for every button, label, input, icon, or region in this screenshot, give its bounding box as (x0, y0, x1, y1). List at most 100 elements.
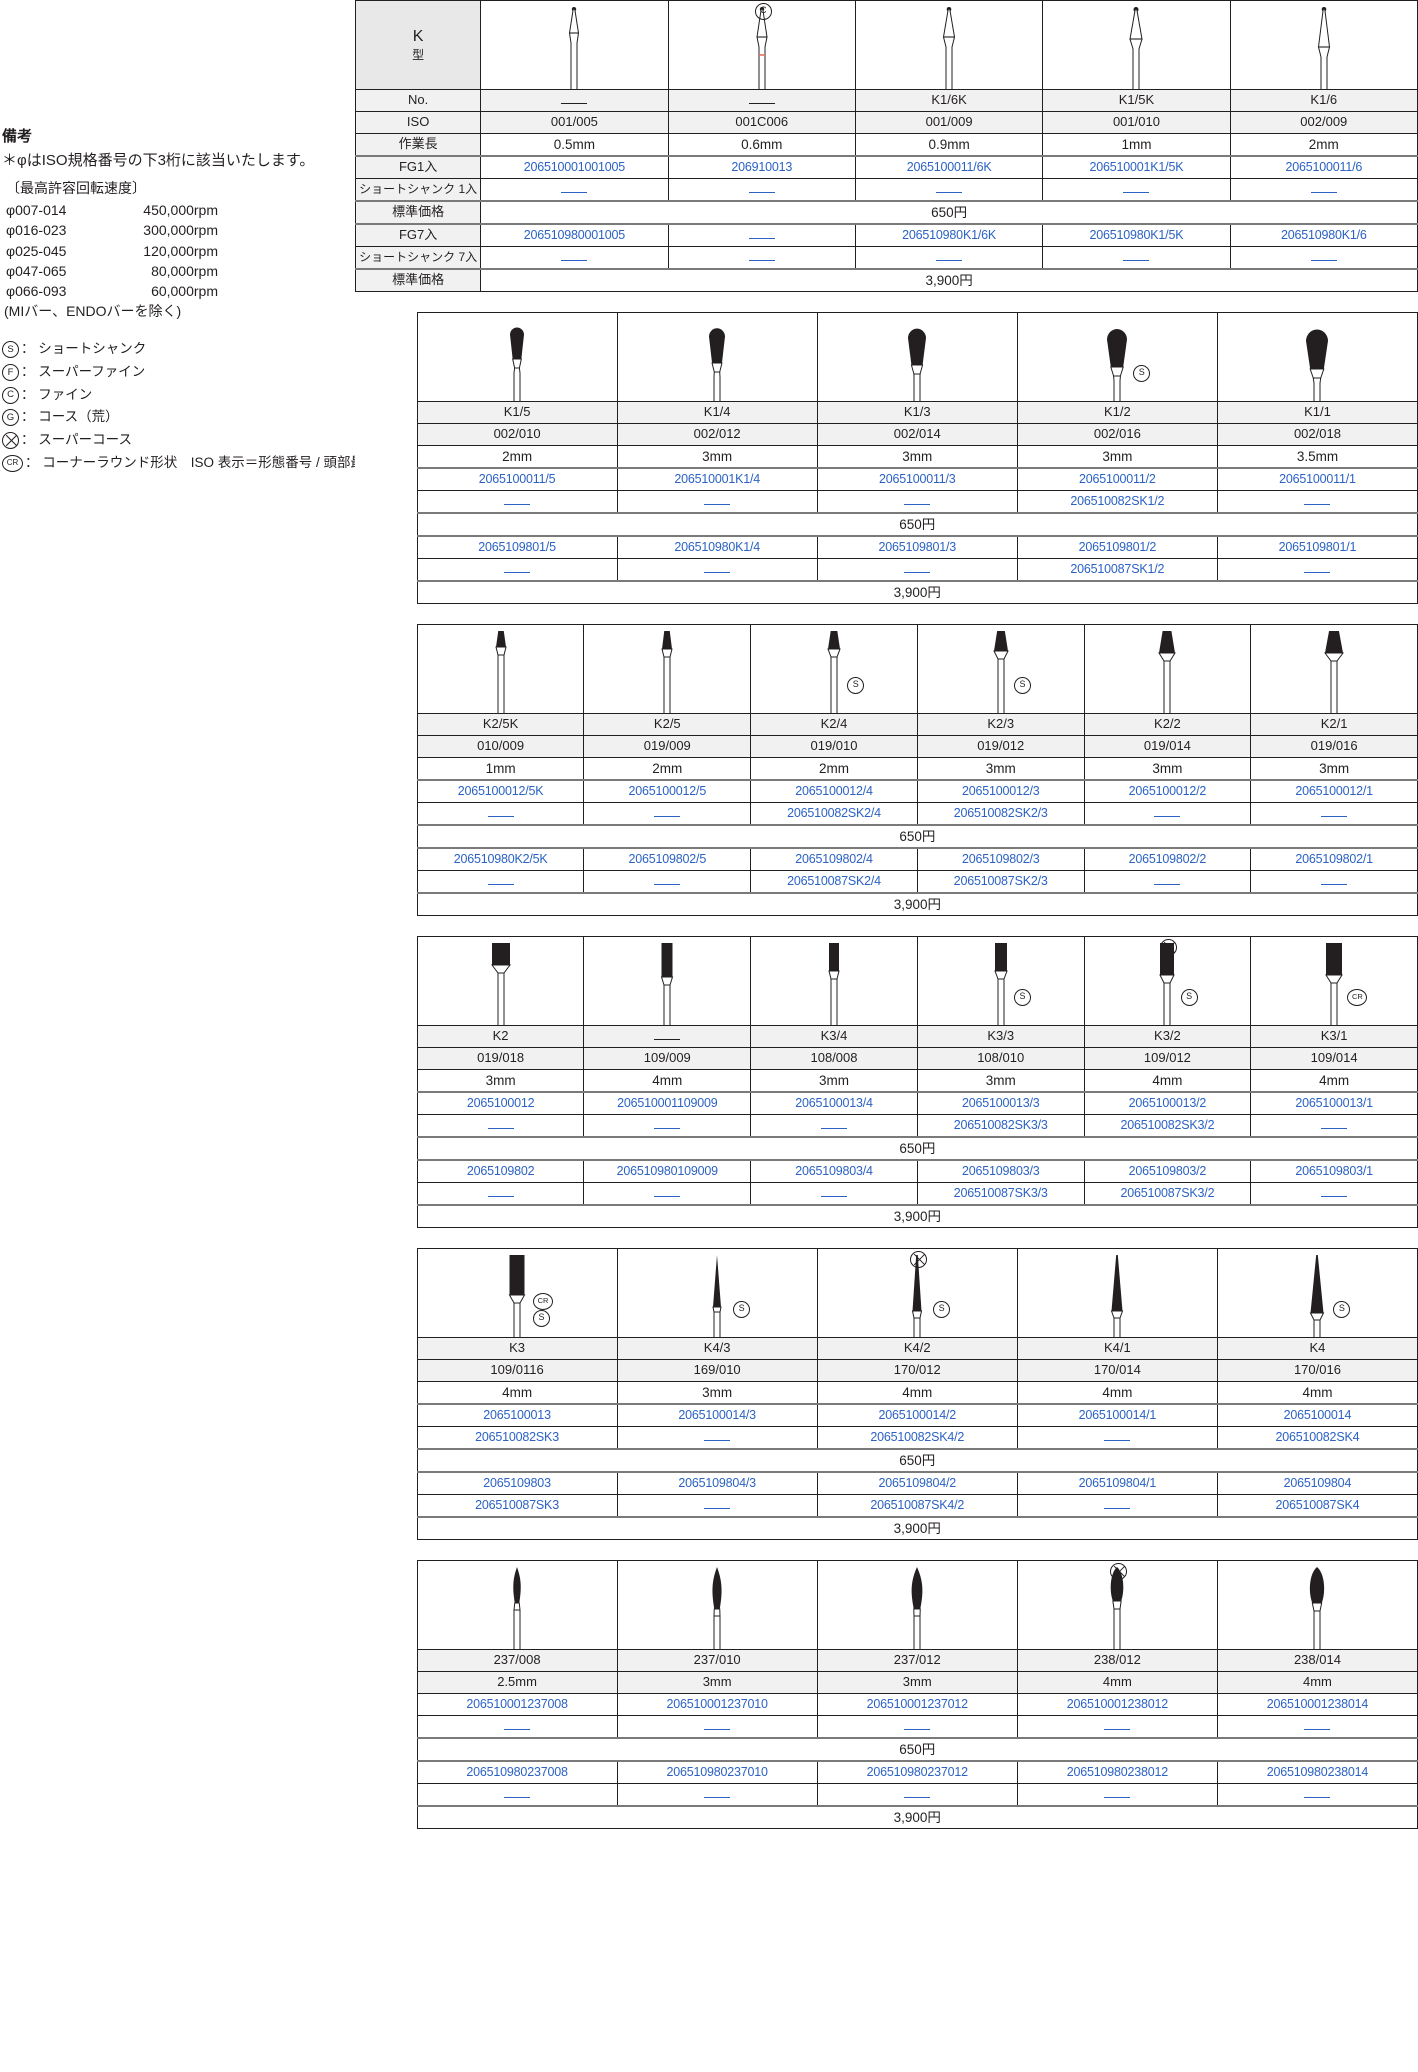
ss7-code-cell[interactable] (480, 246, 669, 270)
ss7-code-cell[interactable] (854, 246, 1044, 270)
ss1-code-cell[interactable] (1016, 1715, 1218, 1739)
ss7-code-cell[interactable] (616, 1783, 818, 1807)
fg1-code-cell[interactable]: 2065100013/1 (1250, 1091, 1418, 1115)
ss7-code-cell[interactable] (750, 1182, 918, 1206)
fg7-code-cell[interactable]: 206510980K2/5K (416, 847, 585, 871)
fg1-code-cell[interactable]: 2065100012/1 (1250, 779, 1418, 803)
ss1-code-cell[interactable]: 206510082SK3 (416, 1426, 618, 1450)
fg7-code-cell[interactable] (667, 223, 856, 247)
ss1-code-cell[interactable]: 206510082SK4/2 (816, 1426, 1018, 1450)
fg1-code-cell[interactable]: 206510001238014 (1216, 1693, 1418, 1716)
ss7-code-cell[interactable]: 206510087SK3/2 (1083, 1182, 1252, 1206)
ss1-code-cell[interactable] (616, 490, 818, 514)
ss1-code-cell[interactable]: 206510082SK4 (1216, 1426, 1418, 1450)
fg1-code-cell[interactable]: 2065100014/3 (616, 1403, 818, 1427)
fg1-code-cell[interactable]: 206910013 (667, 155, 856, 179)
ss7-code-cell[interactable]: 206510087SK2/4 (750, 870, 918, 894)
ss7-code-cell[interactable]: 206510087SK3 (416, 1494, 618, 1518)
fg1-code-cell[interactable]: 2065100011/1 (1216, 467, 1418, 491)
fg7-code-cell[interactable]: 2065109803/1 (1250, 1159, 1418, 1183)
fg7-code-cell[interactable]: 206510980237008 (416, 1760, 618, 1784)
fg7-code-cell[interactable]: 206510980109009 (583, 1159, 752, 1183)
fg1-code-cell[interactable]: 2065100013/3 (916, 1091, 1085, 1115)
fg1-code-cell[interactable]: 2065100011/3 (816, 467, 1018, 491)
ss1-code-cell[interactable] (816, 1715, 1018, 1739)
fg7-code-cell[interactable]: 2065109804/1 (1016, 1471, 1218, 1495)
ss7-code-cell[interactable] (816, 1783, 1018, 1807)
ss7-code-cell[interactable]: 206510087SK4 (1216, 1494, 1418, 1518)
fg7-code-cell[interactable]: 2065109802/1 (1250, 847, 1418, 871)
fg7-code-cell[interactable]: 2065109803 (416, 1471, 618, 1495)
ss1-code-cell[interactable] (1229, 178, 1418, 202)
fg7-code-cell[interactable]: 206510980K1/6K (854, 223, 1044, 247)
fg1-code-cell[interactable]: 206510001K1/4 (616, 467, 818, 491)
fg7-code-cell[interactable]: 2065109801/5 (416, 535, 618, 559)
fg1-code-cell[interactable]: 206510001001005 (480, 155, 669, 179)
ss7-code-cell[interactable] (667, 246, 856, 270)
ss1-code-cell[interactable] (667, 178, 856, 202)
ss7-code-cell[interactable] (416, 558, 618, 582)
fg7-code-cell[interactable]: 2065109801/1 (1216, 535, 1418, 559)
fg1-code-cell[interactable]: 2065100014/1 (1016, 1403, 1218, 1427)
ss7-code-cell[interactable] (416, 1783, 618, 1807)
ss7-code-cell[interactable] (1042, 246, 1231, 270)
ss7-code-cell[interactable] (583, 870, 752, 894)
fg7-code-cell[interactable]: 2065109803/4 (750, 1159, 918, 1183)
fg7-code-cell[interactable]: 2065109804/3 (616, 1471, 818, 1495)
ss7-code-cell[interactable] (1229, 246, 1418, 270)
fg7-code-cell[interactable]: 2065109803/3 (916, 1159, 1085, 1183)
ss1-code-cell[interactable] (480, 178, 669, 202)
fg1-code-cell[interactable]: 206510001237010 (616, 1693, 818, 1716)
fg7-code-cell[interactable]: 206510980237010 (616, 1760, 818, 1784)
ss7-code-cell[interactable] (416, 1182, 585, 1206)
fg1-code-cell[interactable]: 2065100011/2 (1016, 467, 1218, 491)
fg1-code-cell[interactable]: 2065100013 (416, 1403, 618, 1427)
ss7-code-cell[interactable] (1016, 1783, 1218, 1807)
ss1-code-cell[interactable] (583, 802, 752, 826)
fg7-code-cell[interactable]: 2065109802/5 (583, 847, 752, 871)
ss7-code-cell[interactable]: 206510087SK3/3 (916, 1182, 1085, 1206)
ss1-code-cell[interactable] (616, 1426, 818, 1450)
ss1-code-cell[interactable] (1042, 178, 1231, 202)
fg7-code-cell[interactable]: 2065109802/3 (916, 847, 1085, 871)
fg1-code-cell[interactable]: 2065100012 (416, 1091, 585, 1115)
ss1-code-cell[interactable] (416, 1114, 585, 1138)
ss1-code-cell[interactable] (416, 1715, 618, 1739)
ss1-code-cell[interactable] (1216, 490, 1418, 514)
ss7-code-cell[interactable]: 206510087SK1/2 (1016, 558, 1218, 582)
fg1-code-cell[interactable]: 2065100014/2 (816, 1403, 1018, 1427)
ss1-code-cell[interactable] (1216, 1715, 1418, 1739)
ss1-code-cell[interactable] (854, 178, 1044, 202)
ss7-code-cell[interactable] (816, 558, 1018, 582)
ss1-code-cell[interactable] (816, 490, 1018, 514)
fg1-code-cell[interactable]: 2065100014 (1216, 1403, 1418, 1427)
ss7-code-cell[interactable] (1083, 870, 1252, 894)
fg7-code-cell[interactable]: 2065109804 (1216, 1471, 1418, 1495)
ss1-code-cell[interactable] (416, 490, 618, 514)
ss1-code-cell[interactable] (416, 802, 585, 826)
fg1-code-cell[interactable]: 206510001238012 (1016, 1693, 1218, 1716)
fg1-code-cell[interactable]: 2065100011/6K (854, 155, 1044, 179)
fg1-code-cell[interactable]: 2065100013/4 (750, 1091, 918, 1115)
fg7-code-cell[interactable]: 206510980237012 (816, 1760, 1018, 1784)
fg1-code-cell[interactable]: 206510001K1/5K (1042, 155, 1231, 179)
ss1-code-cell[interactable]: 206510082SK3/3 (916, 1114, 1085, 1138)
ss1-code-cell[interactable] (1250, 802, 1418, 826)
fg7-code-cell[interactable]: 206510980K1/4 (616, 535, 818, 559)
fg1-code-cell[interactable]: 2065100011/6 (1229, 155, 1418, 179)
ss7-code-cell[interactable] (1016, 1494, 1218, 1518)
ss1-code-cell[interactable]: 206510082SK3/2 (1083, 1114, 1252, 1138)
fg7-code-cell[interactable]: 2065109801/2 (1016, 535, 1218, 559)
fg7-code-cell[interactable]: 206510980K1/5K (1042, 223, 1231, 247)
fg7-code-cell[interactable]: 2065109801/3 (816, 535, 1018, 559)
fg1-code-cell[interactable]: 206510001237012 (816, 1693, 1018, 1716)
fg1-code-cell[interactable]: 206510001109009 (583, 1091, 752, 1115)
ss1-code-cell[interactable]: 206510082SK1/2 (1016, 490, 1218, 514)
fg7-code-cell[interactable]: 206510980238014 (1216, 1760, 1418, 1784)
ss7-code-cell[interactable]: 206510087SK4/2 (816, 1494, 1018, 1518)
fg7-code-cell[interactable]: 2065109804/2 (816, 1471, 1018, 1495)
ss1-code-cell[interactable] (750, 1114, 918, 1138)
fg7-code-cell[interactable]: 2065109802/2 (1083, 847, 1252, 871)
fg1-code-cell[interactable]: 2065100013/2 (1083, 1091, 1252, 1115)
ss7-code-cell[interactable] (416, 870, 585, 894)
